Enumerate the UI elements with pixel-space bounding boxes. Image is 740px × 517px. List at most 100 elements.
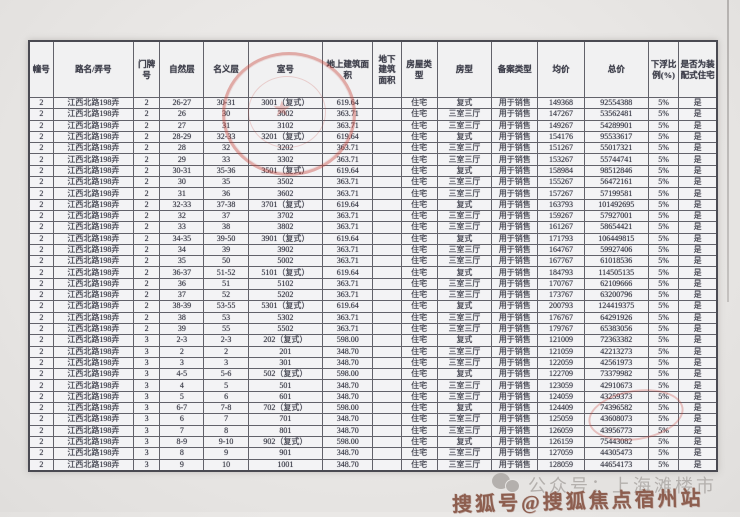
cell: 2: [133, 108, 161, 121]
cell: 5%: [647, 413, 680, 426]
cell: 121059: [537, 345, 585, 358]
cell: 619.64: [322, 300, 374, 313]
cell: 江西北路198弄: [52, 266, 135, 279]
cell: 4: [159, 379, 205, 392]
cell: 55017321: [583, 142, 649, 155]
cell: 住宅: [400, 187, 438, 200]
cell: 2: [133, 322, 161, 336]
cell: 52: [203, 289, 249, 302]
cell: 江西北路198弄: [52, 232, 135, 245]
cell: 5%: [647, 243, 680, 257]
cell: 三室三厅: [436, 345, 493, 358]
cell: [372, 311, 402, 324]
cell: [372, 176, 402, 189]
cell: 2: [28, 243, 54, 257]
cell: 3: [133, 424, 161, 437]
cell: 72363382: [583, 334, 649, 347]
column-header: 房型: [436, 40, 493, 98]
cell: 8: [159, 447, 205, 460]
table-row: 2 江西北路198弄 2 26-27 30-31 3001（复式） 619.64 住宅 复式 用于…: [28, 96, 718, 110]
table-row: 2 江西北路198弄 3 2 2 201 348.70 住宅 三室三厅 用于销售 121059 422…: [28, 345, 718, 358]
cell: 28: [159, 142, 205, 155]
cell: 2: [203, 345, 249, 358]
cell: 5502: [247, 322, 324, 336]
cell: 2: [133, 96, 161, 110]
cell: 住宅: [400, 96, 438, 110]
column-header: 是否为装配式住宅: [678, 40, 718, 98]
cell: 是: [678, 130, 718, 144]
table-row: 2 江西北路198弄 2 38-39 53-55 5301（复式） 619.64 住宅 复式 用于…: [28, 300, 718, 313]
cell: 30: [203, 108, 249, 121]
cell: 江西北路198弄: [52, 96, 135, 110]
cell: 3: [203, 356, 249, 370]
cell: 5%: [647, 424, 680, 437]
cell: 住宅: [400, 232, 438, 245]
cell: 2: [28, 458, 54, 471]
cell: 三室三厅: [436, 221, 493, 234]
cell: 三室三厅: [436, 356, 493, 370]
cell: 是: [678, 322, 718, 336]
cell: 6: [159, 413, 205, 426]
table-row: 2 江西北路198弄 2 27 31 3102 363.71 住宅 三室三厅 用于销售 149267…: [28, 119, 718, 132]
cell: 5%: [647, 368, 680, 381]
cell: 598.00: [322, 402, 374, 415]
cell: 是: [678, 187, 718, 200]
cell: 用于销售: [491, 379, 539, 392]
cell: 36-37: [159, 266, 205, 279]
table-row: 2 江西北路198弄 2 30 35 3502 363.71 住宅 三室三厅 用于销售 155267…: [28, 176, 718, 189]
cell: 55: [203, 322, 249, 336]
cell: 5%: [647, 108, 680, 121]
cell: 3: [133, 458, 161, 471]
cell: 三室三厅: [436, 243, 493, 257]
cell: 2: [28, 164, 54, 178]
cell: 3002: [247, 108, 324, 121]
cell: 江西北路198弄: [52, 108, 135, 121]
cell: 51: [203, 277, 249, 291]
cell: [372, 187, 402, 200]
cell: 5101（复式）: [247, 266, 324, 279]
cell: 用于销售: [491, 424, 539, 437]
cell: 三室三厅: [436, 289, 493, 302]
cell: 5%: [647, 209, 680, 223]
cell: 复式: [436, 368, 493, 381]
cell: [372, 232, 402, 245]
cell: 65383056: [583, 322, 649, 336]
cell: 5-6: [203, 368, 249, 381]
cell: 8-9: [159, 435, 205, 449]
cell: 26-27: [159, 96, 205, 110]
cell: 是: [678, 300, 718, 313]
cell: 用于销售: [491, 108, 539, 121]
cell: 5%: [647, 187, 680, 200]
cell: [372, 322, 402, 336]
cell: 56472161: [583, 176, 649, 189]
cell: 363.71: [322, 322, 374, 336]
cell: 是: [678, 447, 718, 460]
cell: 155267: [537, 176, 585, 189]
cell: 是: [678, 198, 718, 211]
cell: 149368: [537, 96, 585, 110]
cell: 是: [678, 153, 718, 166]
cell: 是: [678, 108, 718, 121]
table-row: 2 江西北路198弄 2 29 33 3302 363.71 住宅 三室三厅 用于销售 153267…: [28, 153, 718, 166]
cell: 363.71: [322, 243, 374, 257]
cell: 三室三厅: [436, 322, 493, 336]
cell: 10: [203, 458, 249, 471]
cell: 用于销售: [491, 435, 539, 449]
cell: 江西北路198弄: [52, 255, 135, 268]
cell: 31: [203, 119, 249, 132]
cell: 复式: [436, 164, 493, 178]
cell: 2: [28, 447, 54, 460]
cell: 住宅: [400, 243, 438, 257]
cell: [372, 266, 402, 279]
cell: 5%: [647, 322, 680, 336]
cell: 2-3: [159, 334, 205, 347]
cell: 363.71: [322, 153, 374, 166]
cell: 2: [28, 232, 54, 245]
cell: 101492695: [583, 198, 649, 211]
cell: 30: [159, 176, 205, 189]
cell: 2: [28, 209, 54, 223]
cell: 6: [203, 390, 249, 404]
cell: 202（复式）: [247, 334, 324, 347]
cell: 住宅: [400, 368, 438, 381]
cell: 三室三厅: [436, 277, 493, 291]
